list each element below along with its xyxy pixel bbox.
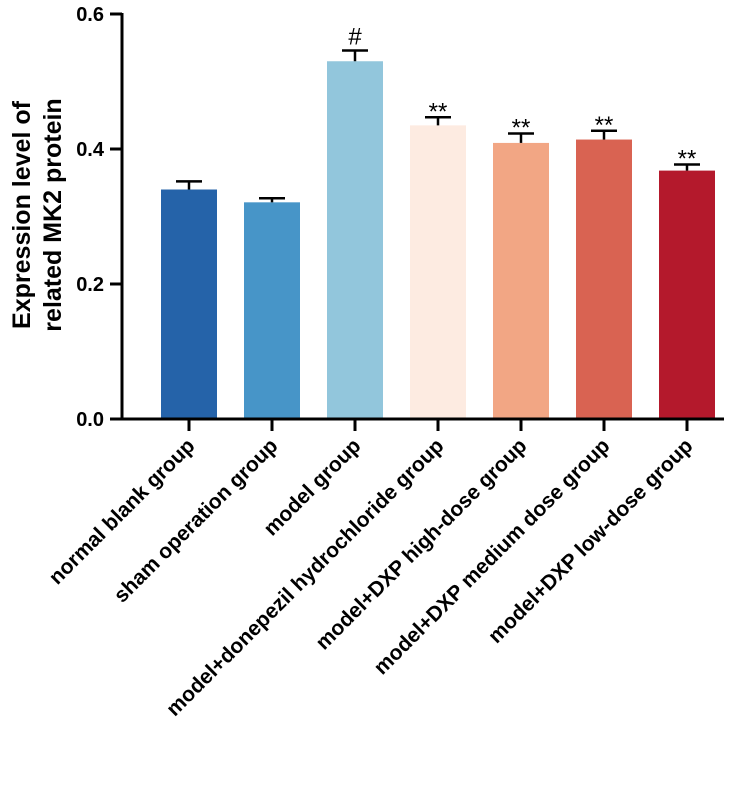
significance-marker-5: **: [512, 114, 531, 141]
bar-2: [244, 202, 300, 419]
y-tick-label-0: 0.0: [76, 409, 104, 431]
bar-6: [576, 139, 632, 420]
bar-7: [659, 170, 715, 419]
bar-4: [410, 125, 466, 419]
x-tick-label-1: normal blank group: [45, 434, 200, 589]
significance-marker-7: **: [678, 146, 697, 173]
bar-1: [161, 189, 217, 419]
significance-marker-6: **: [595, 112, 614, 139]
bar-5: [493, 142, 549, 420]
error-bar-5: [508, 132, 534, 143]
y-axis-label-line-2: related MK2 protein: [39, 98, 67, 331]
error-bar-2: [259, 197, 285, 203]
error-bar-7: [674, 163, 700, 171]
y-tick-label-3: 0.6: [76, 4, 104, 26]
error-bar-6: [591, 129, 617, 140]
y-tick-label-2: 0.4: [76, 139, 105, 161]
annotations-layer: # ** ** ** **: [348, 23, 696, 172]
y-axis-label: Expression level of related MK2 protein: [8, 98, 67, 331]
error-bar-1: [176, 180, 202, 190]
error-bars-layer: [176, 49, 700, 203]
y-axis: 0.0 0.2 0.4 0.6: [76, 4, 124, 431]
significance-marker-3: #: [348, 23, 362, 50]
significance-marker-4: **: [429, 98, 448, 125]
y-axis-label-line-1: Expression level of: [8, 100, 36, 329]
y-tick-label-1: 0.2: [76, 274, 104, 296]
bar-3: [327, 61, 383, 419]
x-axis: [120, 417, 724, 431]
bars-layer: [161, 61, 715, 420]
x-tick-label-2: sham operation group: [110, 434, 283, 607]
error-bar-4: [425, 116, 451, 126]
error-bar-3: [342, 49, 368, 62]
